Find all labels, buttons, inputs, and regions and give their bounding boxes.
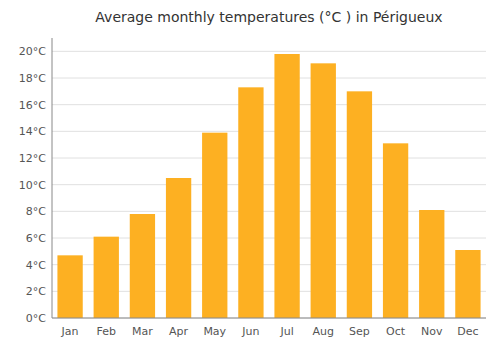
- x-tick-label: Sep: [349, 325, 370, 338]
- grid-line: [52, 51, 486, 52]
- grid: [52, 51, 486, 318]
- bar: [383, 143, 408, 318]
- y-tick-label: 4°C: [26, 259, 46, 272]
- x-tick-label: Aug: [313, 325, 334, 338]
- grid-line: [52, 318, 486, 319]
- x-tick-labels: Jan Feb Mar Apr May Jun Jul Aug Sep Oct Nov Dec: [61, 325, 479, 338]
- x-tick-label: May: [203, 325, 226, 338]
- bars: [57, 54, 480, 318]
- y-tick-label: 6°C: [26, 232, 46, 245]
- grid-line: [52, 158, 486, 159]
- y-tick-label: 2°C: [26, 285, 46, 298]
- y-tick-label: 0°C: [26, 312, 46, 325]
- x-tick-label: Oct: [386, 325, 406, 338]
- x-tick-label: Apr: [169, 325, 189, 338]
- grid-line: [52, 131, 486, 132]
- grid-line: [52, 184, 486, 185]
- bar: [94, 237, 119, 318]
- y-axis-line: [52, 38, 53, 318]
- y-tick-label: 10°C: [19, 179, 46, 192]
- y-tick-label: 8°C: [26, 205, 46, 218]
- bar: [419, 210, 444, 318]
- bar: [311, 63, 336, 318]
- page: {"chart_data": {"type": "bar", "title": …: [0, 0, 500, 350]
- x-tick-label: Jan: [61, 325, 79, 338]
- y-tick-labels: 0°C 2°C 4°C 6°C 8°C 10°C 12°C 14°C 16°C 18°C 20°C: [19, 45, 46, 325]
- x-tick-label: Jul: [279, 325, 293, 338]
- x-tick-label: Jun: [241, 325, 259, 338]
- y-tick-label: 20°C: [19, 45, 46, 58]
- bar: [166, 178, 191, 318]
- x-tick-label: Nov: [421, 325, 443, 338]
- y-tick-label: 12°C: [19, 152, 46, 165]
- bar: [130, 214, 155, 318]
- bar: [347, 91, 372, 318]
- title: Average monthly temperatures (°C ) in Pé…: [95, 9, 442, 25]
- chart: Average monthly temperatures (°C ) in Pé…: [0, 0, 500, 350]
- x-tick-label: Mar: [132, 325, 153, 338]
- bar: [274, 54, 299, 318]
- bar: [238, 87, 263, 318]
- grid-line: [52, 78, 486, 79]
- chart-container: Average monthly temperatures (°C ) in Pé…: [0, 0, 500, 350]
- x-tick-label: Dec: [457, 325, 478, 338]
- bar: [57, 255, 82, 318]
- grid-line: [52, 104, 486, 105]
- y-tick-label: 18°C: [19, 72, 46, 85]
- y-tick-label: 14°C: [19, 125, 46, 138]
- y-tick-label: 16°C: [19, 99, 46, 112]
- bar: [202, 133, 227, 318]
- x-axis-line: [52, 318, 486, 319]
- bar: [455, 250, 480, 318]
- x-tick-label: Feb: [97, 325, 116, 338]
